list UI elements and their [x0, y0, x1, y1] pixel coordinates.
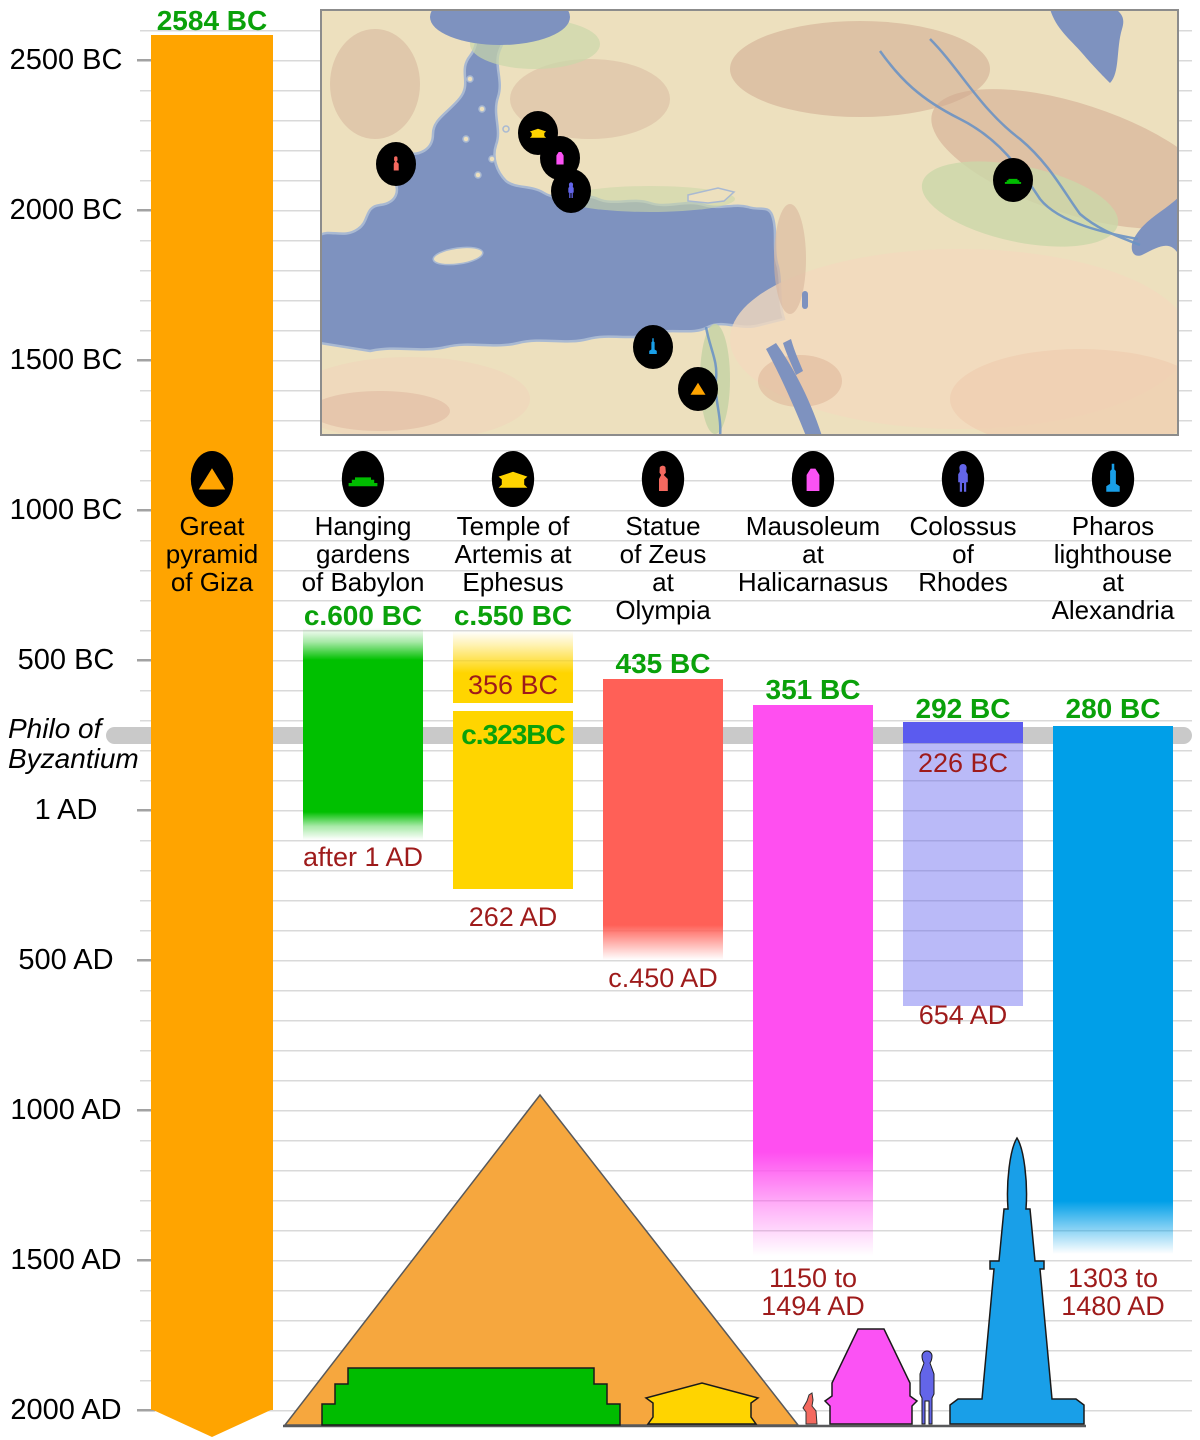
- map-rivers: [704, 38, 1141, 436]
- bar-pharos: [1053, 726, 1173, 1254]
- date-colossus-destroyed: 654 AD: [918, 1000, 1008, 1030]
- wonder-name-colossus: Colossus of Rhodes: [909, 511, 1017, 597]
- date-mausoleum-built: 351 BC: [765, 674, 861, 705]
- axis-label-500bc: 500 BC: [17, 644, 115, 676]
- date-pyramid-built: 2584 BC: [156, 5, 268, 36]
- axis-label-1500ad: 1500 AD: [10, 1244, 122, 1276]
- date-temple-built: c.550 BC: [453, 600, 573, 631]
- bar-colossus-standing: [903, 722, 1023, 743]
- axis-label-2000bc: 2000 BC: [9, 194, 123, 226]
- map-marker-olympia-zeus: [376, 142, 416, 186]
- pyramid-icon: [190, 450, 234, 508]
- hanging-gardens-icon: [341, 450, 385, 508]
- date-gardens-destroyed: after 1 AD: [302, 842, 424, 872]
- bar-temple-artemis-rebuilt: [453, 711, 573, 889]
- date-zeus-built: 435 BC: [615, 648, 711, 679]
- date-mausoleum-destroyed-line2: 1494 AD: [761, 1291, 865, 1321]
- locations-map: [320, 9, 1179, 436]
- map-border: [320, 9, 1179, 436]
- map-marker-alexandria-pharos: [633, 325, 673, 369]
- axis-label-1000ad: 1000 AD: [10, 1094, 122, 1126]
- axis-label-500ad: 500 AD: [18, 944, 114, 976]
- wonder-name-statue-zeus: Statue of Zeus at Olympia: [615, 511, 711, 625]
- statue-zeus-icon: [641, 450, 685, 508]
- axis-label-1000bc: 1000 BC: [9, 494, 123, 526]
- wonder-name-great-pyramid: Great pyramid of Giza: [165, 511, 259, 597]
- bar-statue-zeus: [603, 679, 723, 960]
- date-pharos-destroyed-line2: 1480 AD: [1061, 1291, 1165, 1321]
- date-mausoleum-destroyed-line1: 1150 to: [768, 1263, 858, 1293]
- date-gardens-built: c.600 BC: [303, 600, 423, 631]
- map-marker-giza-pyramid: [678, 367, 718, 411]
- bar-mausoleum: [753, 705, 873, 1256]
- date-temple-rebuilt: c.323BC: [461, 719, 566, 750]
- axis-label-2000ad: 2000 AD: [10, 1394, 122, 1426]
- date-temple-destroyed: 262 AD: [468, 902, 558, 932]
- wonder-name-pharos: Pharos lighthouse at Alexandria: [1051, 511, 1175, 625]
- map-black-sea-caspian-gulfs: [430, 9, 1179, 436]
- map-terrain-shading: [320, 19, 1179, 436]
- date-zeus-destroyed: c.450 AD: [608, 963, 718, 993]
- map-marker-babylon-gardens: [993, 158, 1033, 202]
- colossus-icon: [941, 450, 985, 508]
- date-temple-destroyed-first: 356 BC: [467, 670, 559, 700]
- wonder-name-mausoleum: Mausoleum at Halicarnasus: [737, 511, 889, 597]
- axis-label-1ad: 1 AD: [34, 794, 98, 826]
- axis-label-1500bc: 1500 BC: [9, 344, 123, 376]
- bar-hanging-gardens: [303, 628, 423, 840]
- bar-temple-artemis-first: [453, 631, 573, 703]
- philo-reference-label-line2: Byzantium: [8, 743, 139, 774]
- temple-artemis-icon: [491, 450, 535, 508]
- bar-great-pyramid: [151, 35, 273, 1410]
- axis-label-2500bc: 2500 BC: [9, 44, 123, 76]
- date-pharos-destroyed-line1: 1303 to: [1067, 1263, 1159, 1293]
- date-pharos-built: 280 BC: [1065, 693, 1161, 724]
- philo-reference-label-line1: Philo of: [8, 713, 102, 744]
- map-islands: [432, 75, 736, 266]
- date-colossus-fallen: 226 BC: [917, 748, 1009, 778]
- map-marker-rhodes-colossus: [551, 169, 591, 213]
- wonder-name-hanging-gardens: Hanging gardens of Babylon: [301, 511, 425, 597]
- mausoleum-icon: [791, 450, 835, 508]
- map-marker-halicarnassus-mausoleum: [540, 136, 580, 180]
- pharos-icon: [1091, 450, 1135, 508]
- bar-great-pyramid-continues-arrow: [151, 1409, 273, 1437]
- date-colossus-built: 292 BC: [915, 693, 1011, 724]
- bar-colossus-fallen: [903, 743, 1023, 1006]
- wonder-name-temple-artemis: Temple of Artemis at Ephesus: [454, 511, 572, 597]
